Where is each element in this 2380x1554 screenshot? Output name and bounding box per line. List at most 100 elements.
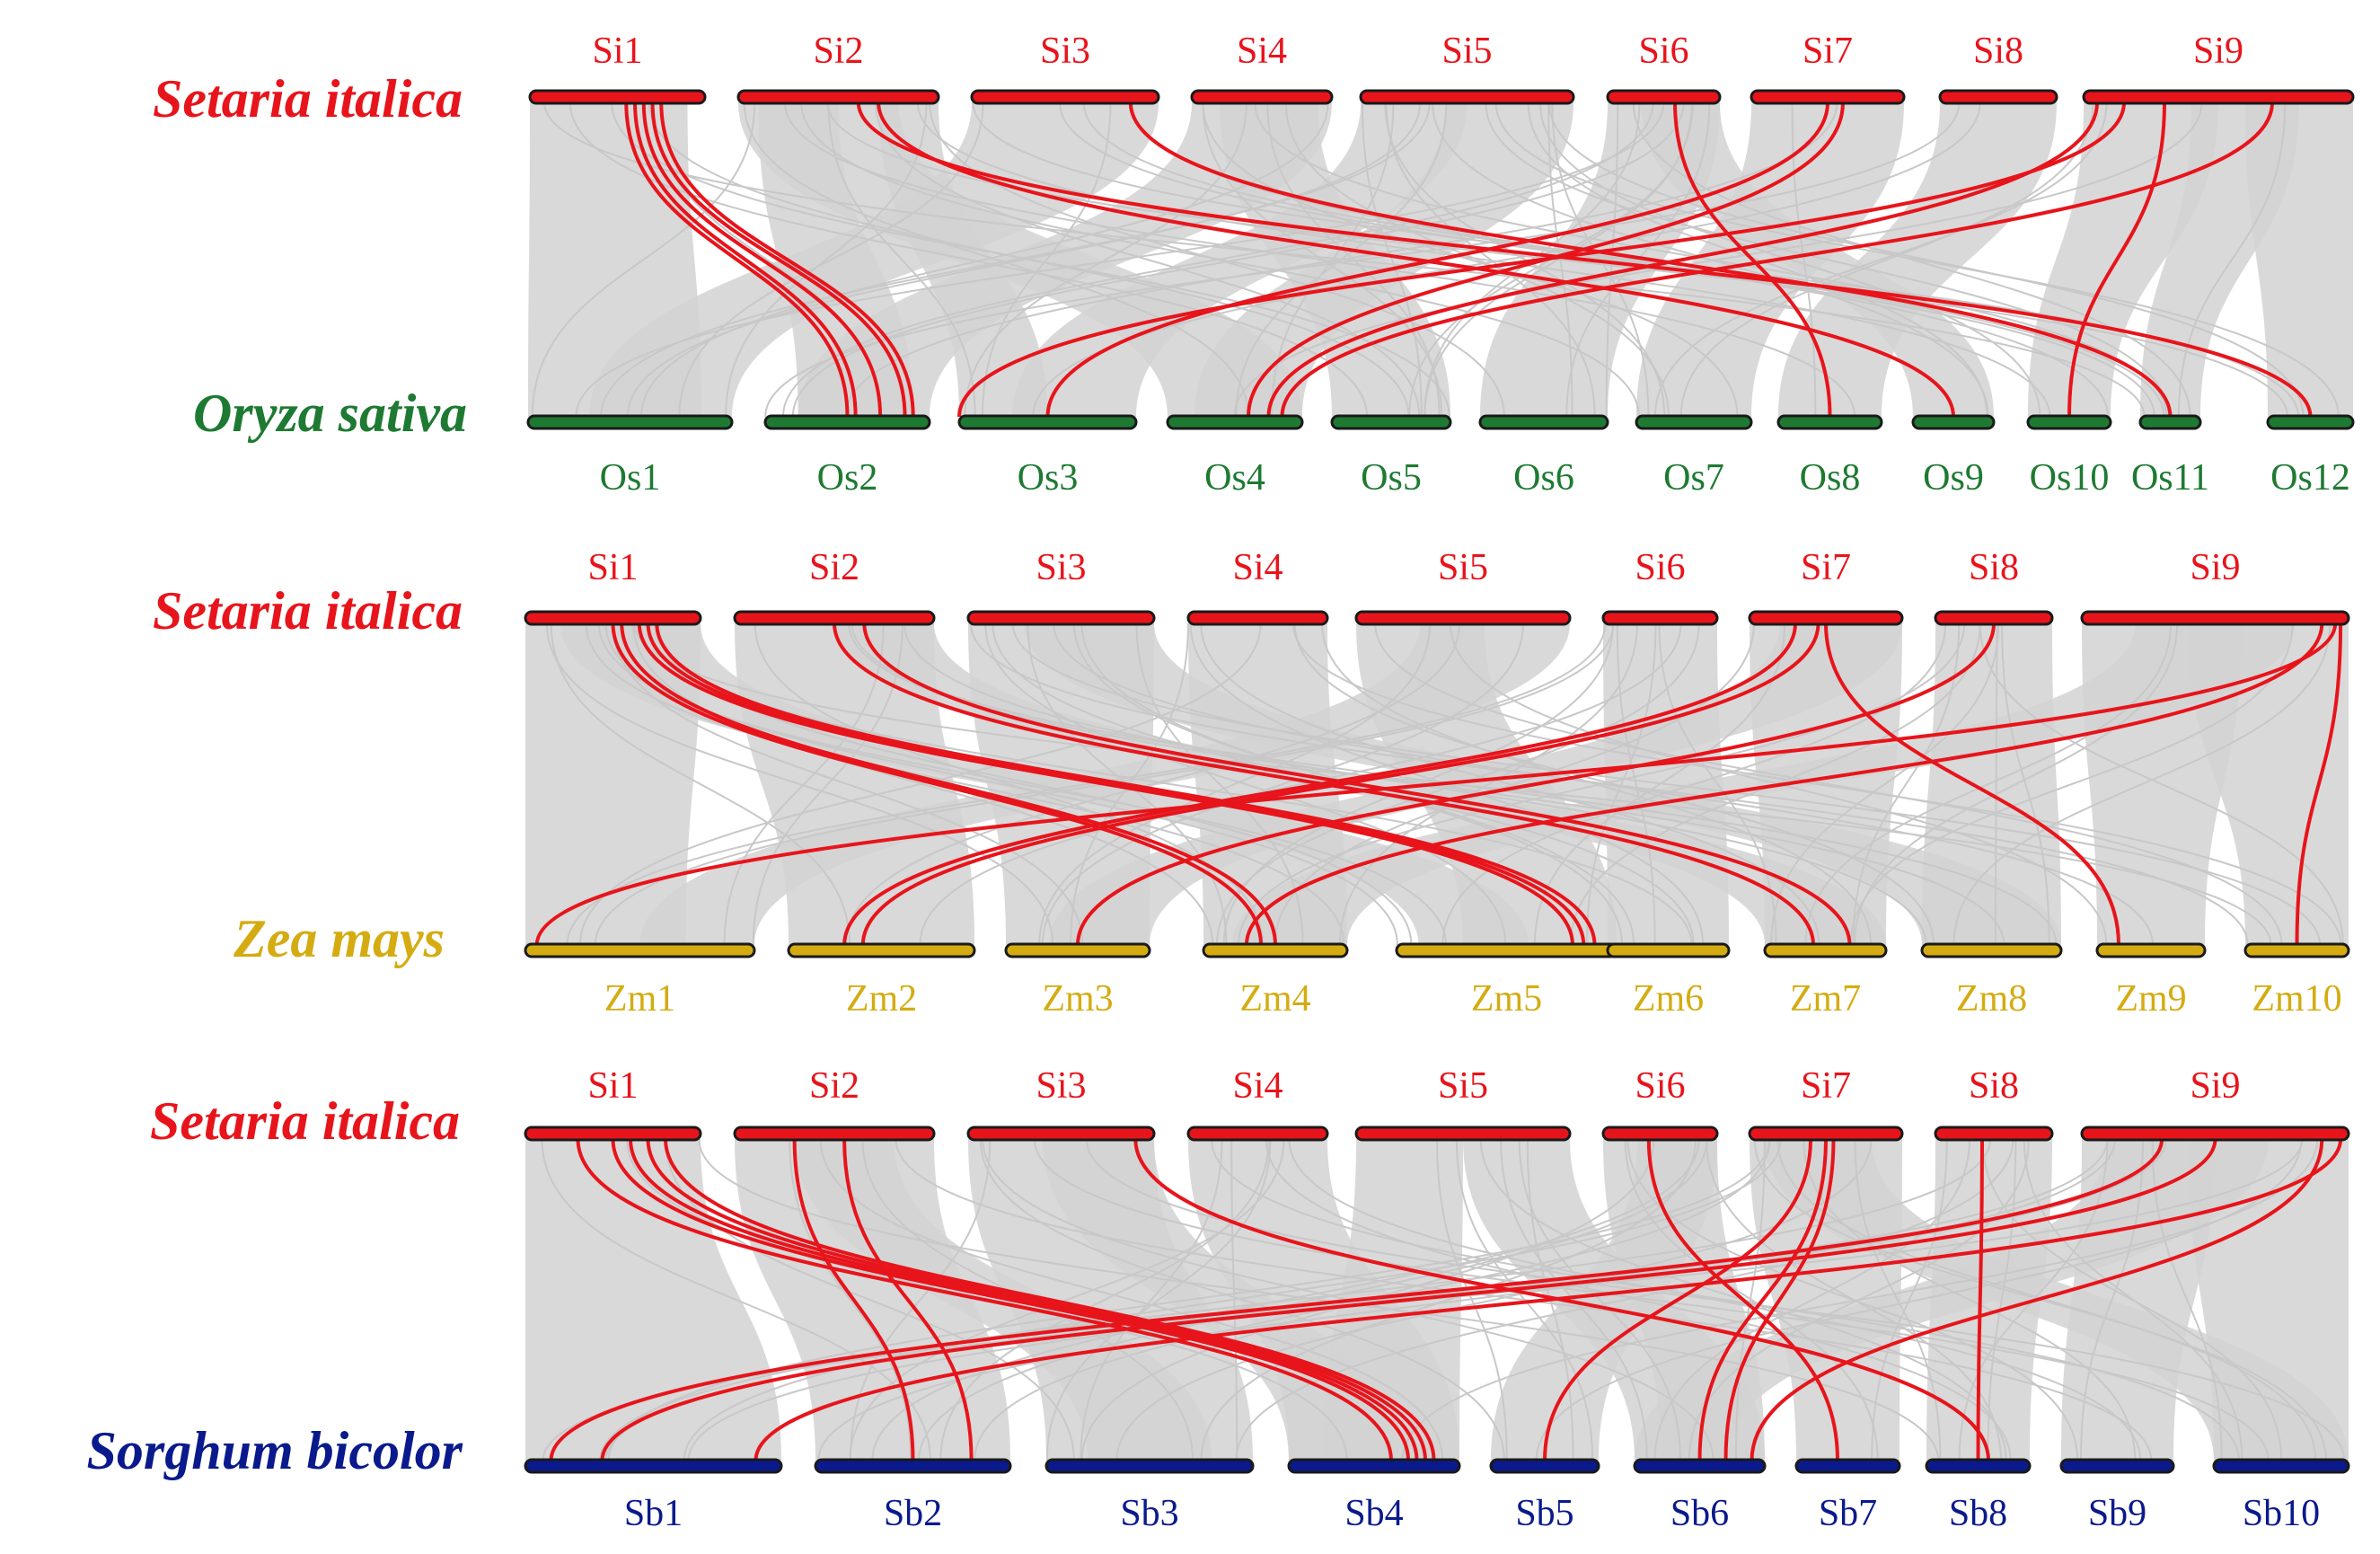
background-link-2-11 <box>1616 622 1656 946</box>
background-link-3-9 <box>1265 1138 2012 1461</box>
background-link-3-36 <box>849 1138 992 1461</box>
species-label-oryza: Oryza sativa <box>193 384 467 443</box>
highlight-links <box>534 102 2343 1461</box>
highlight-link-3-7 <box>842 1138 974 1461</box>
chromosome-label-top1-Si9: Si9 <box>2193 31 2243 72</box>
chromosome-label-top2-Si6: Si6 <box>1635 547 1685 588</box>
background-link-1-45 <box>1494 102 2340 418</box>
highlight-link-3-5 <box>664 1138 1436 1461</box>
chromosome-label-bottom3-Sb2: Sb2 <box>884 1493 942 1534</box>
background-link-3-37 <box>1045 1138 1272 1461</box>
chromosome-bottom2-Zm5 <box>1395 942 1618 958</box>
chromosome-label-top3-Si4: Si4 <box>1232 1065 1283 1107</box>
background-link-2-31 <box>611 622 1084 946</box>
background-link-2-29 <box>919 622 1682 946</box>
species-label-zea: Zea mays <box>233 909 445 968</box>
background-link-2-34 <box>754 622 1265 946</box>
species-label-setaria-2: Setaria italica <box>153 581 463 640</box>
background-link-1-35 <box>1362 102 1423 418</box>
background-link-3-27 <box>2151 1138 2223 1461</box>
background-link-1-54 <box>1082 102 2165 418</box>
background-link-2-36 <box>1853 622 2179 946</box>
chromosome-bottom2-Zm8 <box>1920 942 2063 958</box>
chromosome-bottom3-Sb6 <box>1633 1458 1767 1474</box>
chromosome-labels: Si1 Si2 Si3 Si4 Si5 Si6 Si7 Si8 Si9 Os1 Os2 Os3 Os4 O… <box>587 31 2349 1534</box>
chromosome-top3-Si2 <box>733 1126 936 1142</box>
highlight-link-1-14 <box>877 102 1955 418</box>
chromosome-top3-Si4 <box>1186 1126 1329 1142</box>
chromosome-label-top2-Si8: Si8 <box>1969 547 2019 588</box>
chromosome-bottom1-Os8 <box>1776 414 1883 430</box>
highlight-link-1-8 <box>1045 102 1829 418</box>
background-link-3-46 <box>1776 1138 2317 1461</box>
chromosome-label-bottom1-Os6: Os6 <box>1513 457 1574 499</box>
highlight-link-3-2 <box>611 1138 1410 1461</box>
chromosome-bottom1-Os7 <box>1635 414 1753 430</box>
background-ribbon-3-8 <box>1491 1139 1717 1461</box>
highlight-link-1-13 <box>1673 102 1832 418</box>
background-link-3-42 <box>1211 1138 2240 1461</box>
chromosome-bottom2-Zm1 <box>524 942 756 958</box>
chromosome-top2-Si7 <box>1748 610 1904 626</box>
chromosome-bottom1-Os4 <box>1166 414 1304 430</box>
chromosome-label-top3-Si8: Si8 <box>1969 1065 2019 1107</box>
background-ribbon-2-16 <box>1232 623 2296 945</box>
chromosome-label-top3-Si3: Si3 <box>1036 1065 1086 1107</box>
background-link-3-38 <box>1033 1138 2270 1461</box>
chromosome-bottom2-Zm9 <box>2095 942 2207 958</box>
chromosome-label-bottom3-Sb4: Sb4 <box>1344 1493 1403 1534</box>
background-link-2-8 <box>1849 622 2294 946</box>
chromosome-label-bottom1-Os4: Os4 <box>1204 457 1265 499</box>
chromosome-bottom2-Zm10 <box>2243 942 2350 958</box>
chromosome-label-bottom3-Sb8: Sb8 <box>1949 1493 2007 1534</box>
background-link-1-57 <box>1235 102 1448 418</box>
chromosome-top2-Si1 <box>524 610 702 626</box>
chromosome-label-bottom1-Os11: Os11 <box>2131 457 2209 499</box>
chromosome-label-bottom1-Os12: Os12 <box>2270 457 2350 499</box>
chromosome-bottom1-Os1 <box>526 414 734 430</box>
background-link-3-15 <box>789 1138 912 1461</box>
chromosome-label-bottom3-Sb5: Sb5 <box>1515 1493 1573 1534</box>
background-link-1-48 <box>1547 102 1573 418</box>
chromosome-bottom2-Zm2 <box>787 942 976 958</box>
background-link-2-56 <box>566 622 1607 946</box>
highlight-link-3-16 <box>754 1138 2343 1461</box>
background-link-3-31 <box>1500 1138 1648 1461</box>
chromosome-label-bottom2-Zm1: Zm1 <box>604 978 675 1020</box>
background-link-1-36 <box>1432 102 1989 418</box>
highlight-link-3-14 <box>549 1138 2164 1461</box>
chromosome-label-bottom3-Sb6: Sb6 <box>1670 1493 1729 1534</box>
chromosome-bottom3-Sb10 <box>2212 1458 2350 1474</box>
background-link-1-51 <box>800 102 1640 418</box>
chromosome-label-bottom2-Zm5: Zm5 <box>1471 978 1542 1020</box>
background-ribbon-3-14 <box>1765 1139 2349 1461</box>
background-link-1-4 <box>575 102 1665 418</box>
chromosome-top2-Si8 <box>1934 610 2054 626</box>
chromosome-label-top2-Si3: Si3 <box>1036 547 1086 588</box>
background-link-1-26 <box>916 102 2051 418</box>
background-link-1-58 <box>678 102 984 418</box>
background-ribbon-2-13 <box>1922 623 2061 945</box>
background-link-3-33 <box>683 1138 1782 1461</box>
chromosome-bottom1-Os9 <box>1911 414 1996 430</box>
highlight-link-3-1 <box>576 1138 1393 1461</box>
background-ribbon-1-14 <box>1220 102 1450 417</box>
background-link-2-54 <box>1216 622 1700 946</box>
highlight-link-3-11 <box>1723 1138 1836 1461</box>
chromosome-label-top3-Si1: Si1 <box>587 1065 638 1107</box>
chromosome-label-top2-Si5: Si5 <box>1438 547 1488 588</box>
background-link-2-12 <box>1994 622 1998 946</box>
background-link-1-29 <box>531 102 756 418</box>
background-link-1-39 <box>743 102 1250 418</box>
background-link-2-1 <box>903 622 1927 946</box>
background-link-1-28 <box>1632 102 2191 418</box>
background-link-3-34 <box>819 1138 1444 1461</box>
background-link-3-50 <box>1854 1138 1942 1461</box>
highlight-link-1-4 <box>650 102 907 418</box>
background-link-3-2 <box>607 1138 1771 1461</box>
chromosome-label-top2-Si7: Si7 <box>1801 547 1851 588</box>
chromosome-label-top3-Si7: Si7 <box>1801 1065 1851 1107</box>
background-link-1-25 <box>1485 102 2170 418</box>
chromosome-bottom2-Zm3 <box>1004 942 1151 958</box>
background-link-2-57 <box>969 622 2249 946</box>
